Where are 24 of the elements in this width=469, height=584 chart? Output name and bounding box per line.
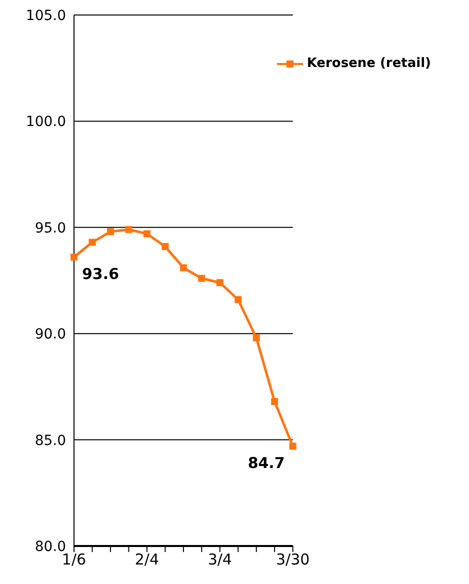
point xyxy=(180,264,187,272)
data-label: 93.6 xyxy=(82,265,120,284)
y-tick-label: 90.0 xyxy=(34,326,66,343)
y-tick-label: 105.0 xyxy=(26,8,66,24)
x-tick-label: 2/4 xyxy=(134,550,160,569)
x-tick-label: 3/30 xyxy=(276,550,310,569)
point xyxy=(271,398,278,406)
point xyxy=(143,230,150,238)
x-tick-label: 3/4 xyxy=(208,550,232,569)
point xyxy=(88,238,96,246)
point xyxy=(125,226,132,234)
point xyxy=(198,274,206,282)
y-tick-label: 100.0 xyxy=(26,114,66,130)
point xyxy=(70,254,78,261)
y-tick-label: 95.0 xyxy=(34,220,66,236)
point xyxy=(234,296,242,304)
y-tick-label: 85.0 xyxy=(34,432,66,449)
point xyxy=(289,442,296,450)
point xyxy=(252,334,260,342)
point xyxy=(162,243,169,250)
point xyxy=(106,228,114,236)
point xyxy=(216,279,224,286)
legend-label: Kerosene (retail) xyxy=(306,56,431,71)
data-label: 84.7 xyxy=(248,454,285,472)
